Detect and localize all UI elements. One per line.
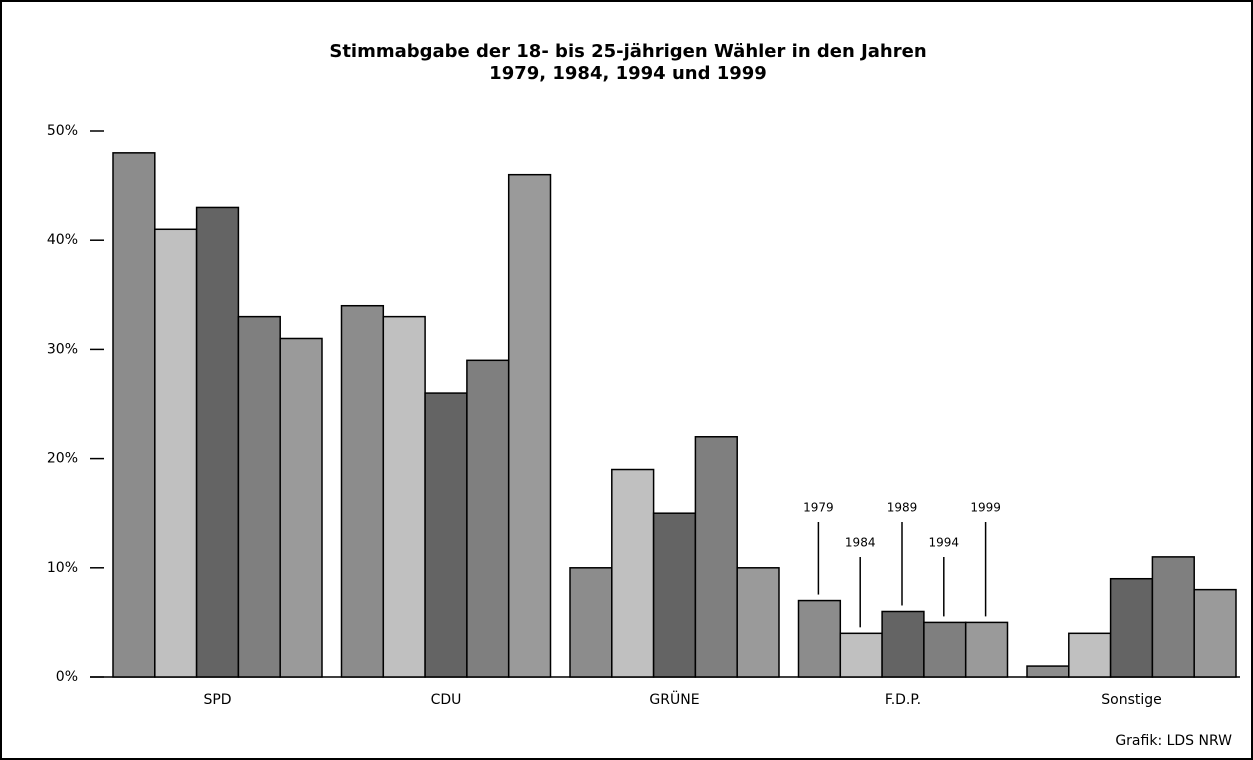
bar	[797, 599, 842, 678]
legend-label: 1999	[970, 501, 1001, 515]
bar	[382, 315, 426, 678]
bar	[1109, 577, 1154, 678]
bar	[112, 152, 156, 678]
bar	[881, 610, 925, 678]
x-tick-label: F.D.P.	[885, 692, 921, 708]
x-tick-label: GRÜNE	[649, 690, 699, 708]
y-tick-label: 40%	[47, 232, 78, 248]
x-tick-label: CDU	[431, 692, 462, 708]
bar	[237, 315, 281, 678]
bar	[1068, 632, 1112, 678]
bar	[279, 337, 323, 678]
bar	[736, 567, 780, 678]
bar	[507, 173, 552, 678]
bar	[652, 512, 697, 678]
bar	[569, 567, 613, 678]
bar	[1026, 665, 1070, 678]
bar	[611, 468, 655, 678]
bar	[340, 304, 385, 678]
bar	[839, 632, 883, 678]
bar	[694, 436, 738, 678]
y-tick-label: 0%	[56, 669, 78, 685]
chart-title: Stimmabgabe der 18- bis 25-jährigen Wähl…	[329, 41, 926, 62]
y-tick-label: 50%	[47, 123, 78, 139]
x-tick-label: Sonstige	[1101, 692, 1162, 708]
source-note: Grafik: LDS NRW	[1115, 733, 1232, 749]
legend-label: 1994	[929, 536, 960, 550]
bar	[923, 621, 967, 678]
y-tick-label: 30%	[47, 341, 78, 357]
bar	[154, 228, 198, 678]
bar	[964, 621, 1009, 678]
bar	[195, 206, 240, 678]
y-tick-label: 20%	[47, 451, 78, 467]
bar	[1193, 588, 1237, 678]
chart-title: 1979, 1984, 1994 und 1999	[489, 63, 767, 84]
bar	[424, 392, 468, 678]
bar	[466, 359, 510, 678]
y-tick-label: 10%	[47, 560, 78, 576]
legend-label: 1989	[887, 501, 918, 515]
x-tick-label: SPD	[203, 692, 231, 708]
legend-label: 1979	[803, 501, 834, 515]
legend-label: 1984	[845, 536, 876, 550]
bar	[1151, 556, 1195, 678]
